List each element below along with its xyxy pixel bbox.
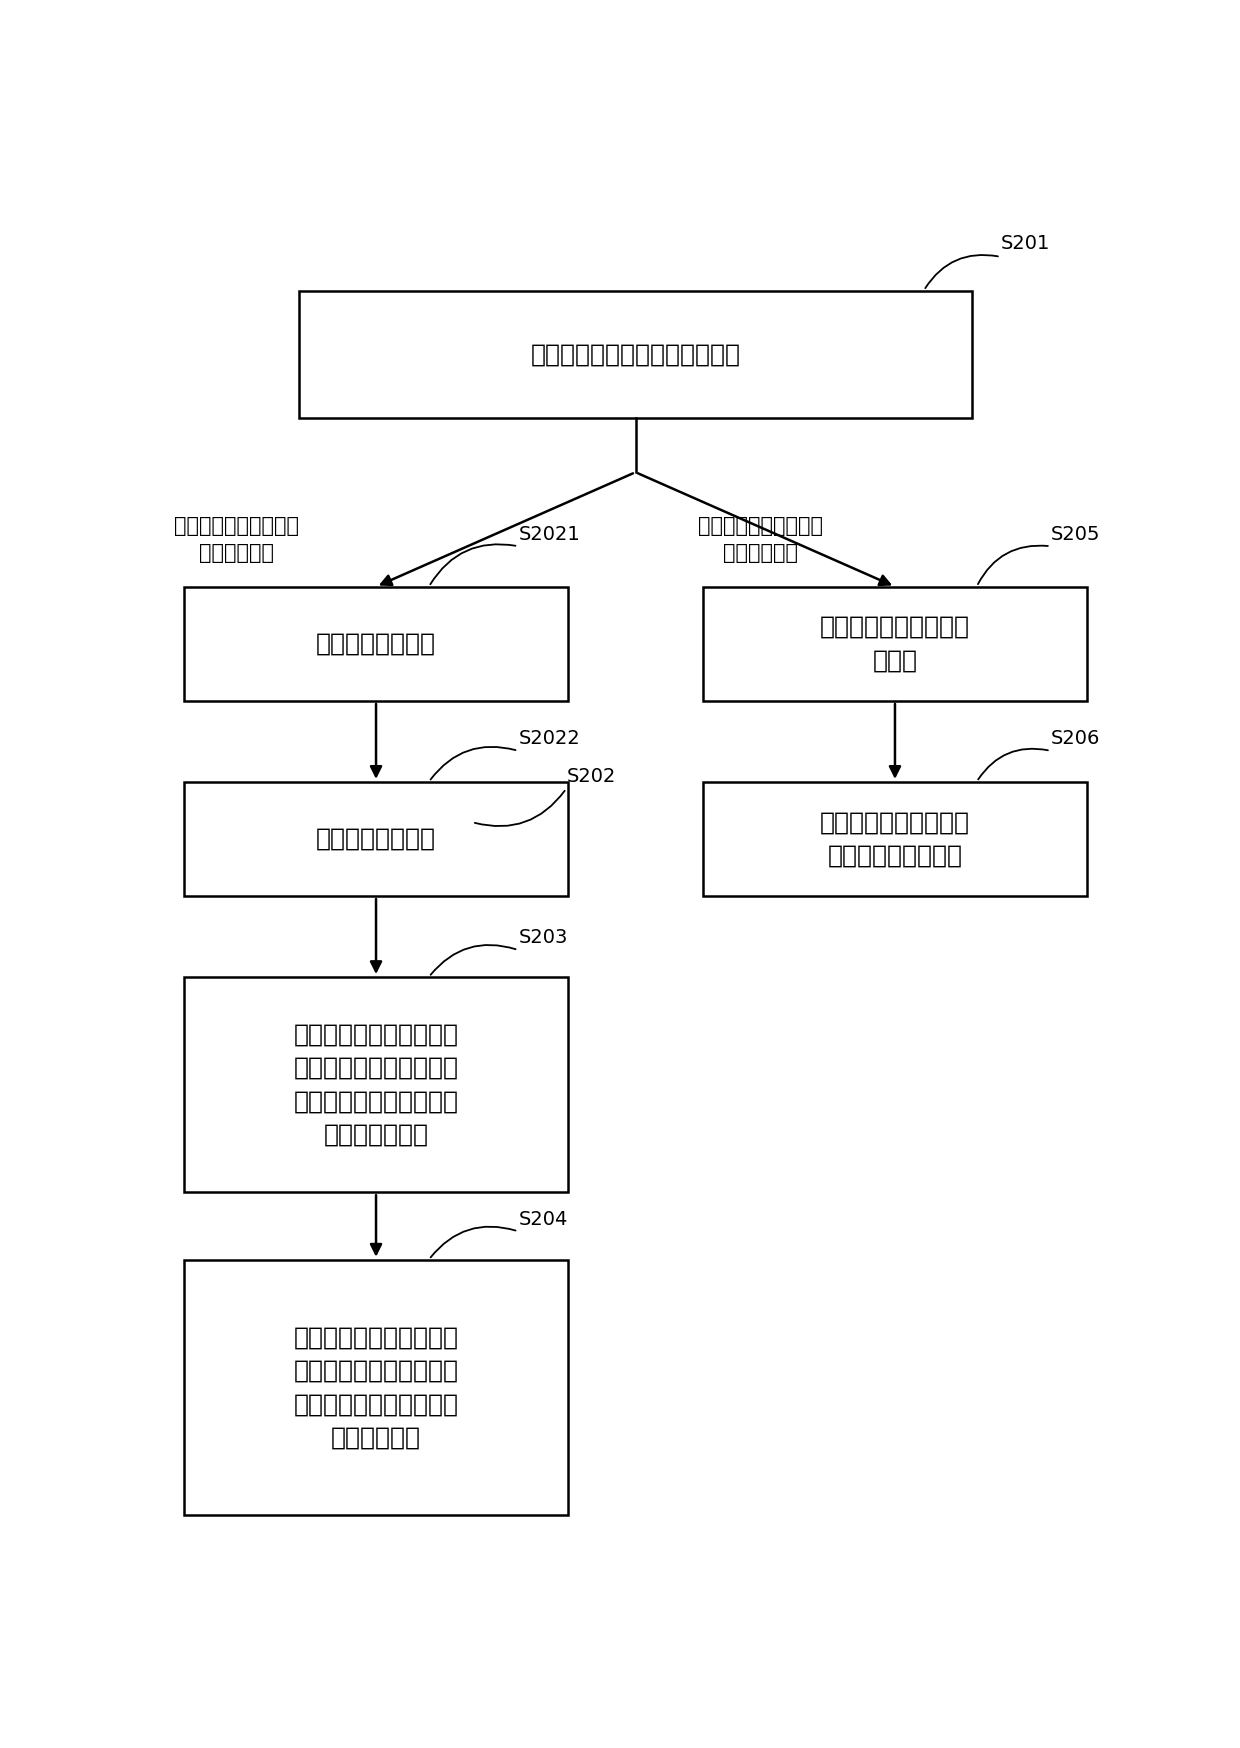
Bar	[184, 587, 568, 701]
Text: 确定第一时间参数: 确定第一时间参数	[316, 631, 436, 656]
Text: S2022: S2022	[518, 729, 580, 748]
Text: 判断车辆所在车道的车道线类型: 判断车辆所在车道的车道线类型	[531, 343, 740, 367]
Text: S2021: S2021	[518, 524, 580, 544]
Bar	[703, 781, 1087, 897]
Text: 比较第一时间参数和第二
时间参数，在确定第一时
间参数小于第二时间参数
后生成告警指令: 比较第一时间参数和第二 时间参数，在确定第一时 间参数小于第二时间参数 后生成告…	[294, 1023, 459, 1147]
Text: S205: S205	[1050, 524, 1100, 544]
Bar	[184, 977, 568, 1192]
Text: 所在车道的车道线为第
二类型车道线: 所在车道的车道线为第 二类型车道线	[698, 516, 823, 563]
Text: 在持续时间大于阈值时
间后，生成告警指令: 在持续时间大于阈值时 间后，生成告警指令	[820, 811, 970, 867]
Text: S202: S202	[567, 767, 616, 787]
Text: 所在车道的车道线为第
一类型车道线: 所在车道的车道线为第 一类型车道线	[174, 516, 299, 563]
Text: S203: S203	[518, 928, 568, 947]
Bar	[703, 587, 1087, 701]
Text: S206: S206	[1050, 729, 1100, 748]
Text: 根据告警指令发出告警信
号，并且告警信号的强度
与当前车辆与车道线之间
的距离正相关: 根据告警指令发出告警信 号，并且告警信号的强度 与当前车辆与车道线之间 的距离正…	[294, 1325, 459, 1449]
Bar	[184, 1260, 568, 1516]
Text: 确定第二时间参数: 确定第二时间参数	[316, 827, 436, 851]
Bar	[299, 290, 972, 418]
Text: S201: S201	[1001, 234, 1050, 253]
Text: 记录车辆压线行驶的持
续时间: 记录车辆压线行驶的持 续时间	[820, 615, 970, 673]
Text: S204: S204	[518, 1210, 568, 1229]
Bar	[184, 781, 568, 897]
